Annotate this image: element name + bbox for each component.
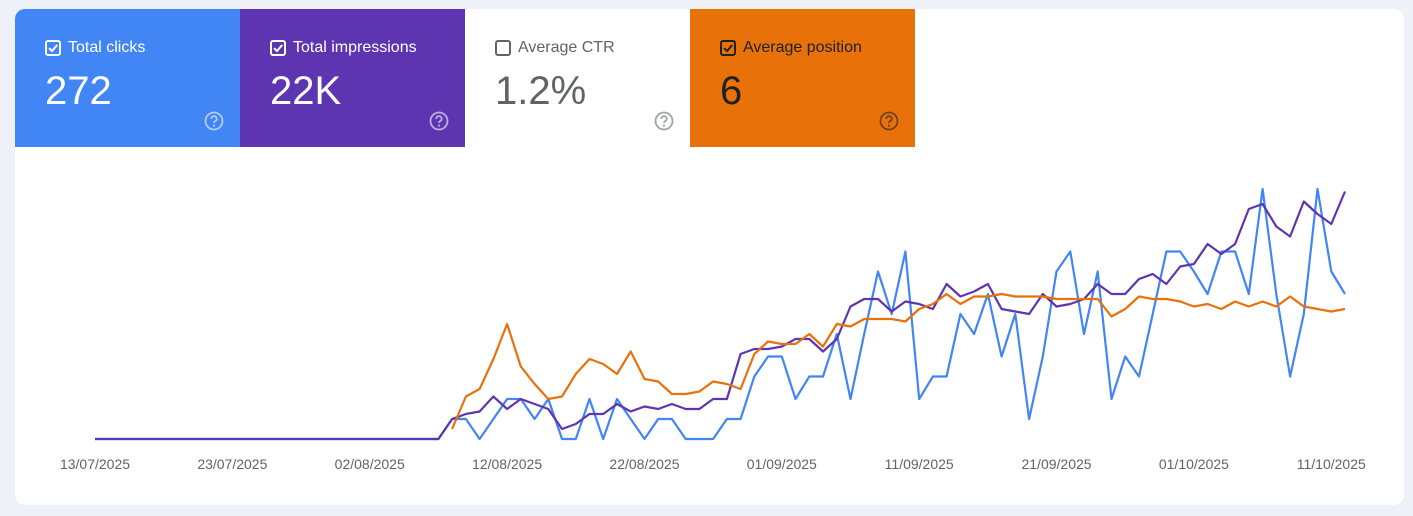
checkbox[interactable] (720, 40, 736, 56)
metric-card[interactable]: Average position 6 (690, 9, 915, 147)
metric-value: 6 (720, 69, 743, 113)
x-tick-label: 21/09/2025 (1021, 456, 1091, 472)
metric-label: Total impressions (293, 39, 417, 56)
metric-label: Average position (743, 39, 862, 56)
help-icon[interactable] (429, 111, 449, 131)
metric-card[interactable]: Total impressions 22K (240, 9, 465, 147)
metric-label-row: Average position (720, 39, 915, 57)
series-line (95, 187, 1346, 441)
x-tick-label: 13/07/2025 (60, 456, 130, 472)
performance-panel: 13/07/2025 23/07/2025 02/08/2025 12/08/2025… (15, 9, 1404, 505)
x-tick-label: 11/09/2025 (885, 456, 954, 472)
metric-label: Average CTR (518, 39, 615, 56)
metric-value: 272 (45, 69, 112, 113)
help-icon[interactable] (204, 111, 224, 131)
x-tick-label: 02/08/2025 (335, 456, 405, 472)
series-line (95, 191, 1347, 441)
metric-value: 22K (270, 69, 342, 113)
x-tick-label: 11/10/2025 (1297, 456, 1366, 472)
x-tick-label: 01/10/2025 (1159, 456, 1229, 472)
x-tick-label: 22/08/2025 (609, 456, 679, 472)
metric-value: 1.2% (495, 69, 587, 113)
metric-label: Total clicks (68, 39, 146, 56)
metric-card[interactable]: Average CTR 1.2% (465, 9, 690, 147)
help-icon[interactable] (879, 111, 899, 131)
checkbox[interactable] (270, 40, 286, 56)
checkbox[interactable] (45, 40, 61, 56)
x-tick-label: 23/07/2025 (197, 456, 267, 472)
checkbox[interactable] (495, 40, 511, 56)
metric-label-row: Total impressions (270, 39, 465, 57)
x-tick-label: 12/08/2025 (472, 456, 542, 472)
metric-label-row: Average CTR (495, 39, 690, 57)
metric-card[interactable]: Total clicks 272 (15, 9, 240, 147)
x-tick-label: 01/09/2025 (747, 456, 817, 472)
help-icon[interactable] (654, 111, 674, 131)
metric-label-row: Total clicks (45, 39, 240, 57)
series-line (451, 292, 1346, 430)
chart: 13/07/2025 23/07/2025 02/08/2025 12/08/2025… (60, 187, 1366, 472)
